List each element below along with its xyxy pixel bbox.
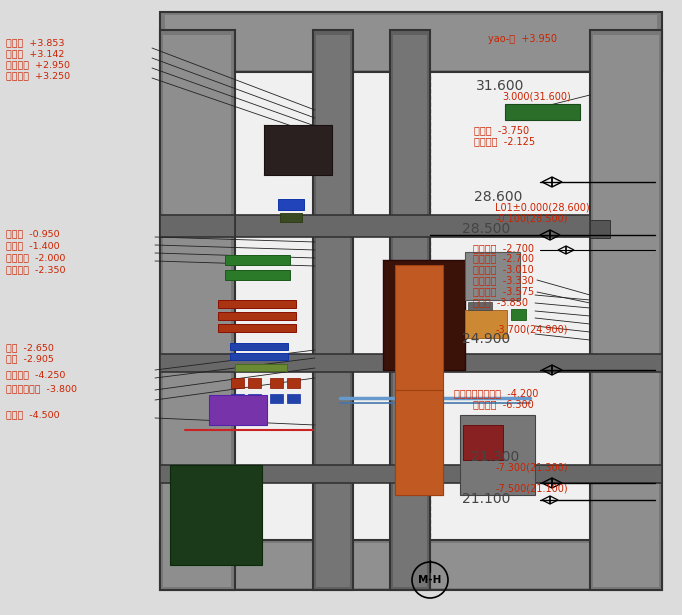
Bar — [248, 394, 261, 403]
Bar — [511, 309, 526, 320]
Text: 送风管  -3.750: 送风管 -3.750 — [474, 125, 529, 135]
Text: 排烟风管  -3.575: 排烟风管 -3.575 — [473, 287, 534, 296]
Text: yao-楼  +3.950: yao-楼 +3.950 — [488, 34, 557, 44]
Bar — [264, 125, 332, 175]
Bar — [383, 260, 465, 370]
Bar — [160, 215, 235, 237]
Bar — [235, 215, 590, 237]
Text: 28.500: 28.500 — [462, 222, 511, 236]
Text: 强电桥架  -2.000: 强电桥架 -2.000 — [6, 253, 65, 262]
Bar — [230, 353, 288, 360]
Bar — [231, 394, 244, 403]
Bar — [393, 35, 427, 587]
Bar — [590, 30, 662, 590]
Text: 排烟风管  -2.125: 排烟风管 -2.125 — [474, 137, 535, 146]
Text: 弱电桥架  -3.330: 弱电桥架 -3.330 — [473, 276, 533, 285]
Bar — [230, 343, 288, 350]
Bar — [465, 252, 520, 300]
Bar — [313, 30, 353, 590]
Bar — [395, 390, 443, 495]
Text: 强电桥架  -2.350: 强电桥架 -2.350 — [6, 265, 65, 274]
Text: 弱电桥架  +3.250: 弱电桥架 +3.250 — [6, 72, 70, 81]
Bar — [395, 265, 443, 495]
Text: 空调冷热水回水管  -4.200: 空调冷热水回水管 -4.200 — [454, 389, 538, 399]
Bar — [280, 213, 302, 222]
Text: -3.700(24.900): -3.700(24.900) — [495, 324, 567, 334]
Text: 管线  -2.650: 管线 -2.650 — [6, 343, 54, 352]
Bar — [160, 12, 662, 72]
Text: 弱电桥架  -2.700: 弱电桥架 -2.700 — [473, 243, 533, 253]
Bar — [170, 465, 262, 565]
Bar — [225, 255, 290, 265]
Bar — [270, 394, 283, 403]
Bar — [160, 354, 662, 372]
Text: -7.500(21.100): -7.500(21.100) — [495, 483, 567, 493]
Text: 排烟风管  -6.300: 排烟风管 -6.300 — [473, 400, 533, 410]
Text: 弱电桥架  -3.010: 弱电桥架 -3.010 — [473, 264, 533, 274]
Bar — [316, 35, 350, 587]
Text: 送风管  +3.142: 送风管 +3.142 — [6, 50, 64, 58]
Bar — [165, 40, 655, 590]
Bar — [390, 30, 430, 590]
Bar — [209, 395, 267, 425]
Bar — [270, 378, 283, 388]
Text: 自动喜淋  +2.950: 自动喜淋 +2.950 — [6, 61, 70, 69]
Bar — [160, 540, 662, 590]
Bar — [231, 378, 244, 388]
Text: 送风管  -0.950: 送风管 -0.950 — [6, 229, 59, 238]
Bar — [590, 220, 610, 238]
Bar — [218, 312, 296, 320]
Text: 消火栓给水管  -3.800: 消火栓给水管 -3.800 — [6, 384, 77, 393]
Text: -7.300(21.300): -7.300(21.300) — [495, 462, 567, 472]
Bar — [160, 30, 235, 590]
Text: 强电桥架  -2.700: 强电桥架 -2.700 — [473, 253, 533, 263]
Bar — [463, 425, 503, 460]
Bar — [465, 310, 507, 338]
Text: 28.600: 28.600 — [474, 190, 522, 204]
Text: 21.300: 21.300 — [471, 450, 519, 464]
Bar — [218, 324, 296, 332]
Bar — [218, 300, 296, 308]
Bar — [160, 465, 662, 483]
Text: 21.100: 21.100 — [462, 492, 511, 506]
Bar — [165, 15, 657, 70]
Text: 3.000(31.600): 3.000(31.600) — [502, 92, 571, 101]
Bar — [163, 35, 231, 587]
Text: L01±0.000(28.600): L01±0.000(28.600) — [495, 202, 590, 212]
Text: -0.100(28.500): -0.100(28.500) — [495, 213, 567, 223]
Bar — [593, 35, 659, 587]
Bar — [287, 394, 300, 403]
Bar — [278, 199, 304, 210]
Bar — [505, 104, 580, 120]
Bar — [165, 543, 657, 588]
Bar — [248, 378, 261, 388]
Text: 31.600: 31.600 — [476, 79, 524, 93]
Text: M-H: M-H — [418, 575, 442, 585]
Bar — [468, 302, 492, 310]
Text: 送风管  -1.400: 送风管 -1.400 — [6, 241, 59, 250]
Bar — [235, 364, 287, 371]
Text: 污水管  -4.500: 污水管 -4.500 — [6, 410, 59, 419]
Text: 管线  -2.905: 管线 -2.905 — [6, 355, 54, 363]
Text: 24.900: 24.900 — [462, 333, 511, 346]
Text: 加压送风  -4.250: 加压送风 -4.250 — [6, 371, 65, 379]
Bar — [287, 378, 300, 388]
Text: 送风管  +3.853: 送风管 +3.853 — [6, 39, 65, 47]
Bar — [460, 415, 535, 495]
Bar — [225, 270, 290, 280]
Text: 送风管  -3.850: 送风管 -3.850 — [473, 298, 528, 308]
